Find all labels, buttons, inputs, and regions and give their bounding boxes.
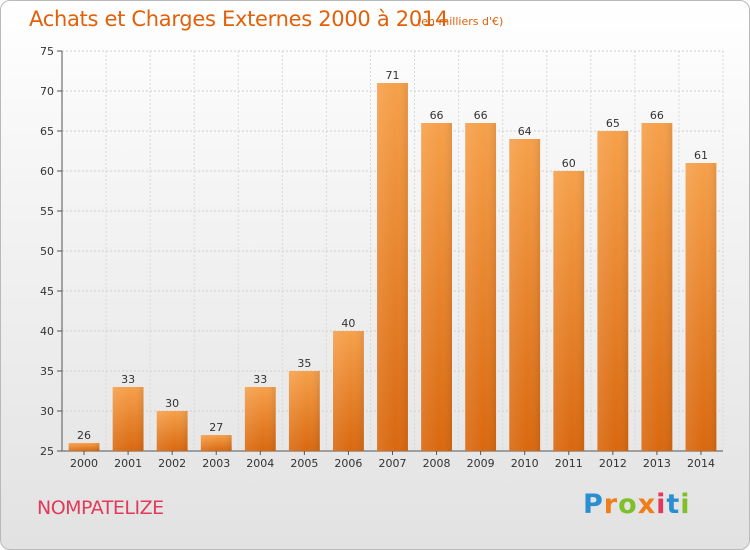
data-labels: 26 33 30 27 33 35 40 71 66 66 64 60 65 66 61 <box>77 69 708 442</box>
x-tick-label: 2008 <box>423 457 451 470</box>
brand-letter: x <box>637 489 657 520</box>
brand-letter: i <box>680 489 691 520</box>
chart-title: Achats et Charges Externes 2000 à 2014 <box>29 7 449 31</box>
x-tick-label: 2000 <box>70 457 98 470</box>
bar-shade <box>200 435 232 451</box>
data-label: 33 <box>253 373 267 386</box>
y-tick-label: 65 <box>40 125 54 138</box>
x-tick-label: 2012 <box>599 457 627 470</box>
y-tick-label: 25 <box>40 445 54 458</box>
bar-shade <box>112 387 144 451</box>
brand-letter: o <box>618 489 638 520</box>
data-label: 66 <box>650 109 664 122</box>
bar-shade <box>685 163 717 451</box>
brand-letter: r <box>603 489 619 520</box>
x-tick-label: 2010 <box>511 457 539 470</box>
data-label: 64 <box>518 125 532 138</box>
data-label: 60 <box>562 157 576 170</box>
x-tick-label: 2007 <box>379 457 407 470</box>
y-tick-label: 50 <box>40 245 54 258</box>
x-tick-label: 2005 <box>290 457 318 470</box>
proxiti-logo: Proxiti <box>583 489 691 520</box>
x-tick-label: 2004 <box>246 457 274 470</box>
bar-shade <box>377 83 408 451</box>
y-tick-label: 70 <box>40 85 54 98</box>
data-label: 65 <box>606 117 620 130</box>
y-tick-label: 30 <box>40 405 54 418</box>
data-label: 71 <box>386 69 400 82</box>
y-tick-label: 45 <box>40 285 54 298</box>
data-label: 33 <box>121 373 135 386</box>
chart-subtitle: (en milliers d'€) <box>417 15 504 28</box>
x-tick-label: 2001 <box>114 457 142 470</box>
brand-letter: i <box>656 489 667 520</box>
bar-shade <box>68 443 100 451</box>
y-tick-label: 60 <box>40 165 54 178</box>
data-label: 27 <box>209 421 223 434</box>
data-label: 30 <box>165 397 179 410</box>
x-tick-label: 2003 <box>202 457 230 470</box>
x-tick-label: 2002 <box>158 457 186 470</box>
commune-name: NOMPATELIZE <box>37 497 164 519</box>
x-tick-label: 2014 <box>687 457 715 470</box>
y-tick-label: 35 <box>40 365 54 378</box>
bar-shade <box>156 411 188 451</box>
bar-shade <box>421 123 452 451</box>
data-label: 61 <box>694 149 708 162</box>
bar-shade <box>244 387 276 451</box>
x-tick-label: 2011 <box>555 457 583 470</box>
x-tick-label: 2013 <box>643 457 671 470</box>
y-tick-label: 55 <box>40 205 54 218</box>
data-label: 35 <box>297 357 311 370</box>
data-label: 66 <box>430 109 444 122</box>
bar-shade <box>509 139 541 451</box>
bar-shade <box>465 123 497 451</box>
data-label: 26 <box>77 429 91 442</box>
bar-shade <box>597 131 629 451</box>
bars <box>68 83 717 451</box>
x-tick-label: 2006 <box>334 457 362 470</box>
brand-letter: P <box>583 489 604 520</box>
bar-shade <box>288 371 320 451</box>
y-tick-label: 75 <box>40 45 54 58</box>
brand-letter: t <box>666 489 681 520</box>
y-tick-label: 40 <box>40 325 54 338</box>
bar-shade <box>553 171 585 451</box>
x-tick-label: 2009 <box>467 457 495 470</box>
data-label: 66 <box>474 109 488 122</box>
data-label: 40 <box>341 317 355 330</box>
bar-shade <box>641 123 673 451</box>
bar-shade <box>333 331 364 451</box>
